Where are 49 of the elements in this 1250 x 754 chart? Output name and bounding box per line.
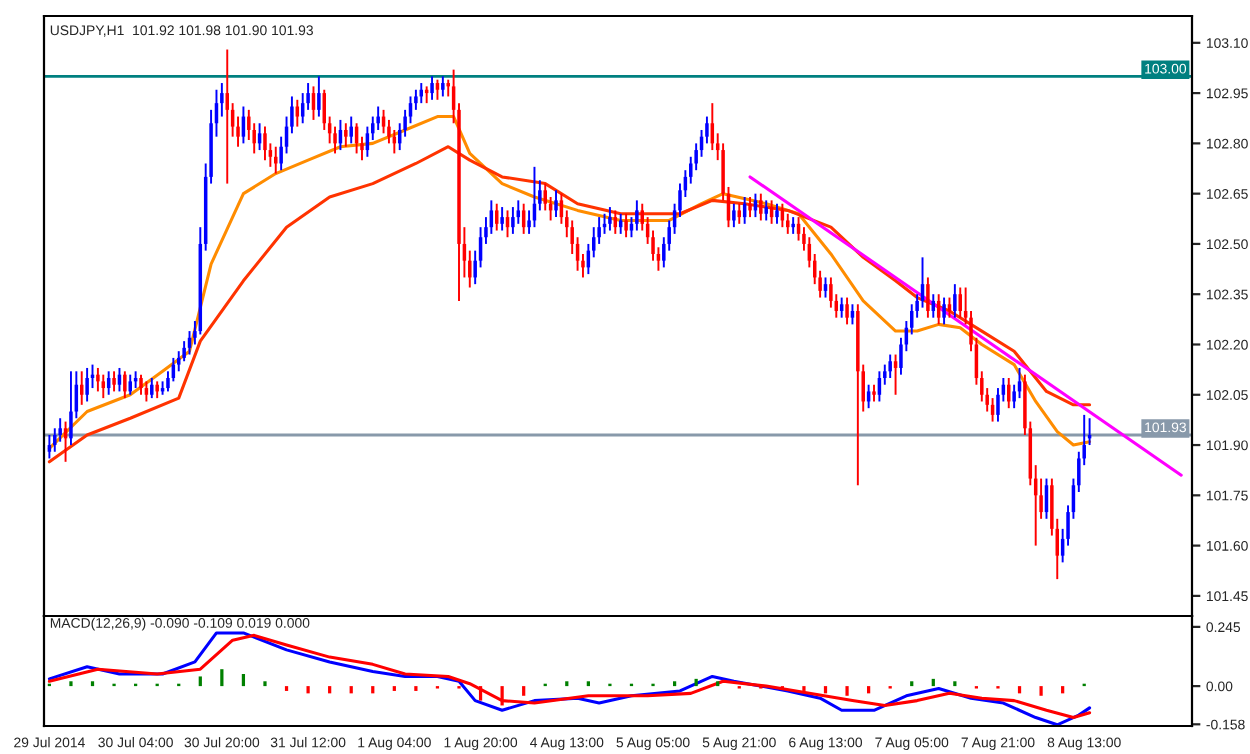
candlestick [387, 118, 391, 145]
candlestick [839, 296, 844, 319]
candlestick [737, 202, 742, 225]
candlestick [123, 370, 127, 400]
candlestick [225, 48, 229, 185]
candlestick [435, 78, 440, 101]
candlestick [1007, 377, 1011, 410]
candlestick [953, 283, 957, 319]
candlestick [128, 373, 132, 396]
candlestick [317, 75, 321, 118]
candlestick [150, 377, 154, 400]
candlestick [942, 296, 946, 326]
candlestick [823, 276, 828, 299]
candlestick [635, 199, 639, 232]
candlestick [333, 125, 337, 155]
candlestick [893, 353, 898, 396]
candlestick [96, 366, 100, 393]
candlestick [543, 182, 547, 212]
candlestick [786, 212, 790, 235]
candlestick [845, 296, 849, 326]
candlestick [101, 373, 106, 400]
candlestick [850, 303, 855, 326]
candlestick [618, 212, 623, 235]
candlestick [274, 145, 278, 175]
candlestick [732, 202, 736, 229]
candlestick [344, 122, 348, 148]
candlestick [888, 353, 892, 379]
candlestick [748, 196, 752, 219]
candlestick [144, 380, 149, 403]
candlestick [608, 206, 612, 232]
candlestick [430, 75, 434, 101]
candlestick [947, 296, 952, 319]
candlestick [775, 202, 779, 225]
candlestick [139, 373, 143, 396]
candlestick [554, 189, 558, 219]
candlestick [759, 192, 763, 222]
candlestick [349, 115, 353, 145]
candlestick [500, 206, 504, 232]
candlestick [511, 206, 515, 235]
candlestick [47, 434, 52, 460]
candlestick [958, 286, 962, 319]
candlestick [85, 366, 89, 403]
candlestick [112, 370, 116, 393]
candlestick [624, 212, 628, 239]
candlestick [926, 276, 930, 319]
candlestick [263, 125, 267, 162]
candlestick [441, 75, 445, 98]
candlestick [69, 370, 73, 447]
candlestick [764, 199, 768, 222]
